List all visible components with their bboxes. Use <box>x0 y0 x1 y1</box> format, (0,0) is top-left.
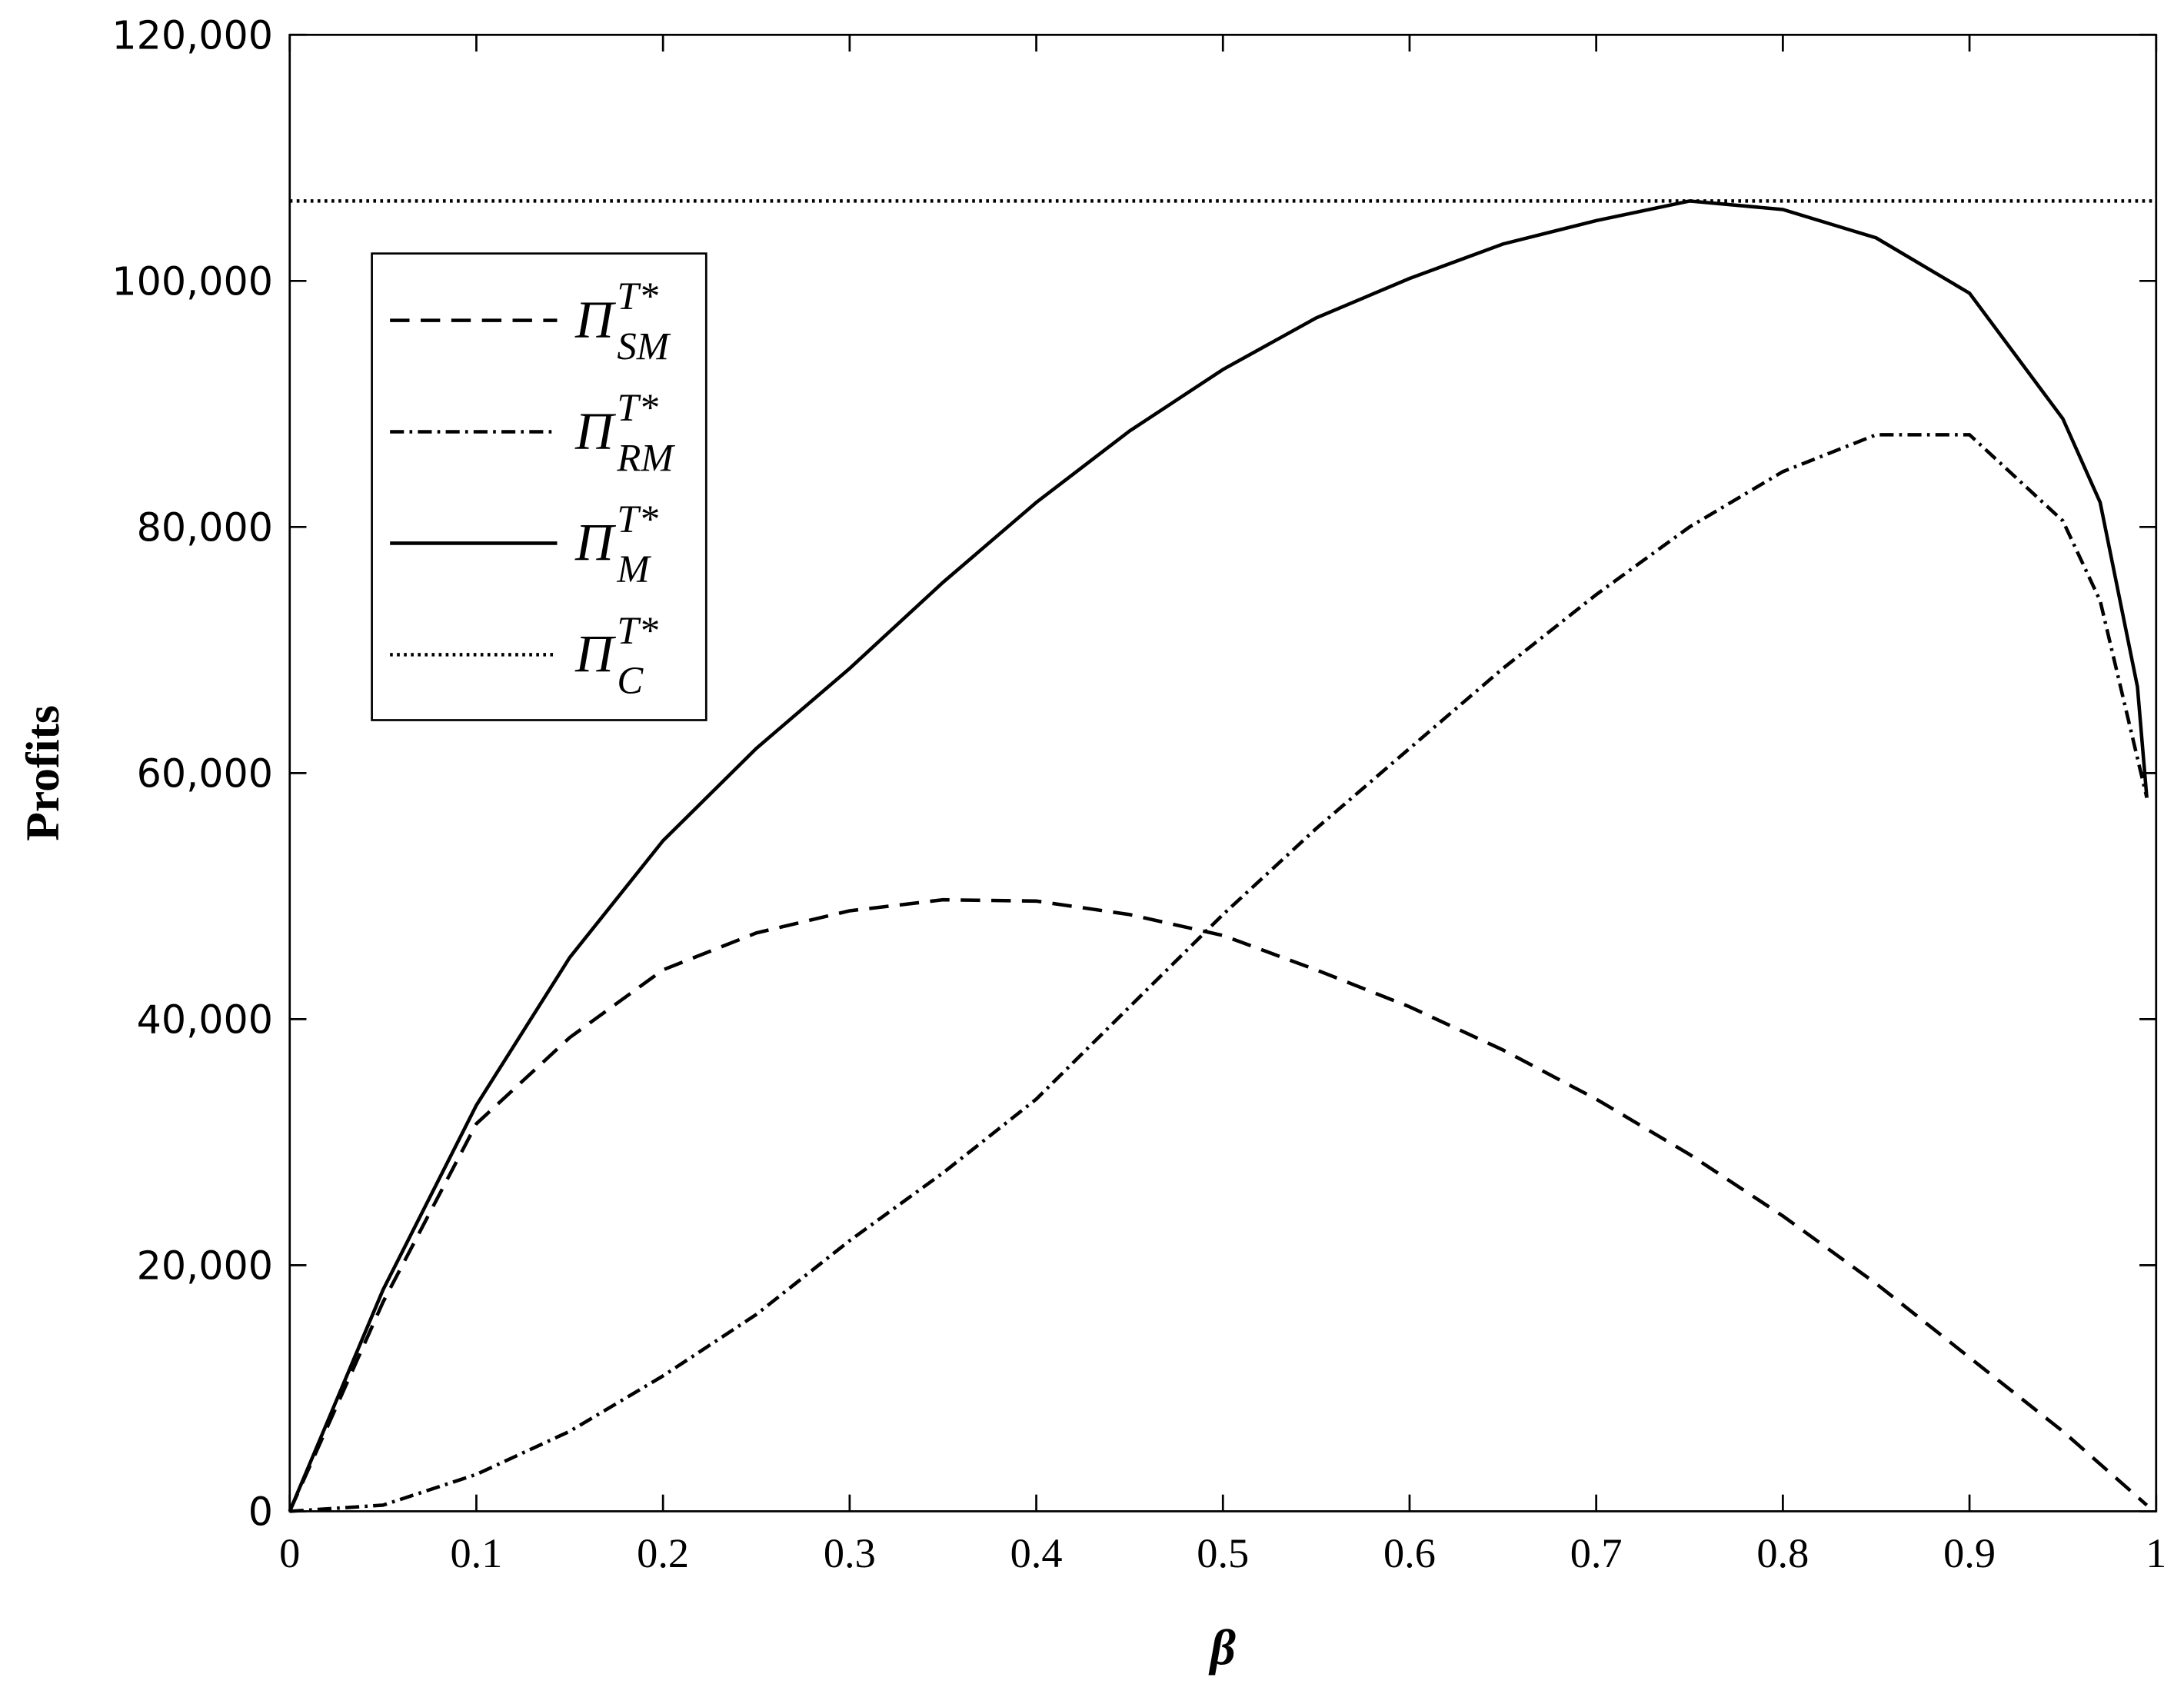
y-axis-label: Profits <box>17 705 69 841</box>
legend-symbol: Π <box>574 624 617 683</box>
legend-superscript: T* <box>617 275 658 318</box>
legend-subscript: SM <box>617 324 671 368</box>
legend-superscript: T* <box>617 609 658 652</box>
y-tick-label: 20,000 <box>137 1243 273 1288</box>
legend-symbol: Π <box>574 513 617 571</box>
legend-symbol: Π <box>574 290 617 348</box>
legend-symbol: Π <box>574 401 617 460</box>
x-tick-label: 0.3 <box>824 1530 876 1576</box>
legend-subscript: C <box>617 659 644 702</box>
x-tick-label: 0.7 <box>1570 1530 1623 1576</box>
legend-superscript: T* <box>617 498 658 541</box>
legend-box <box>371 252 707 721</box>
y-tick-label: 60,000 <box>137 750 273 796</box>
legend-subscript: M <box>616 547 651 591</box>
x-tick-label: 0 <box>279 1530 300 1576</box>
x-tick-label: 0.9 <box>1943 1530 1996 1576</box>
line-series <box>288 199 2149 1513</box>
y-tick-label: 80,000 <box>137 504 273 550</box>
x-tick-label: 1 <box>2146 1530 2166 1576</box>
x-tick-label: 0.4 <box>1010 1530 1063 1576</box>
legend-subscript: RM <box>616 436 675 479</box>
x-tick-label: 0.8 <box>1756 1530 1809 1576</box>
legend-superscript: T* <box>617 386 658 429</box>
y-tick-label: 100,000 <box>112 258 273 304</box>
x-tick-label: 0.6 <box>1383 1530 1436 1576</box>
y-tick-label: 40,000 <box>137 997 273 1042</box>
y-tick-label: 120,000 <box>112 12 273 58</box>
line-series <box>288 897 2149 1513</box>
y-tick-label: 0 <box>248 1489 273 1534</box>
x-tick-label: 0.5 <box>1197 1530 1249 1576</box>
x-tick-label: 0.1 <box>450 1530 502 1576</box>
x-axis-label: β <box>1209 1621 1236 1676</box>
x-tick-label: 0.2 <box>637 1530 689 1576</box>
